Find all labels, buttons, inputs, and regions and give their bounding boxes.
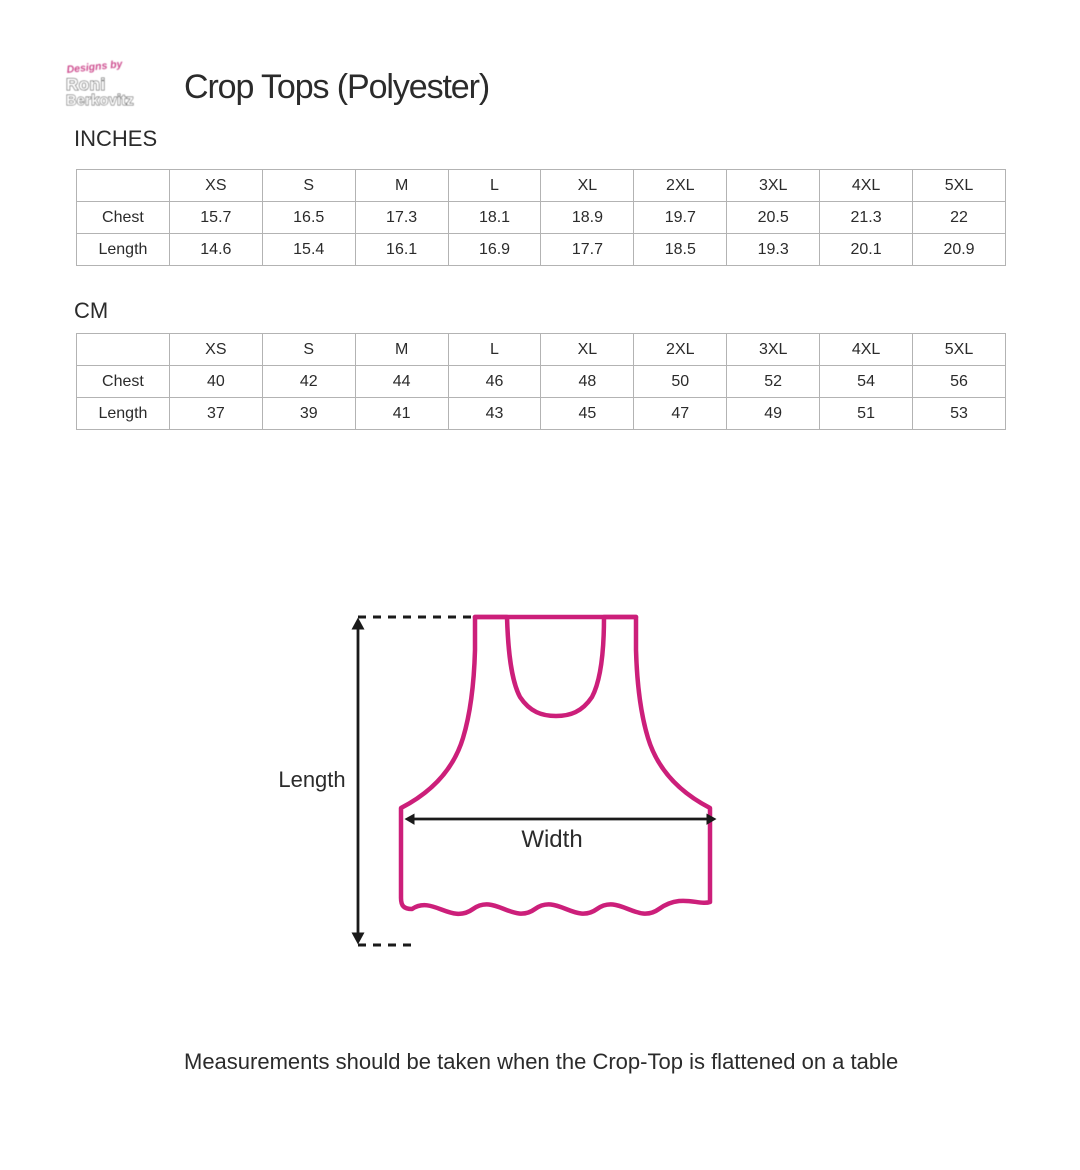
svg-text:Width: Width [521,826,582,853]
svg-text:Length: Length [278,767,345,792]
